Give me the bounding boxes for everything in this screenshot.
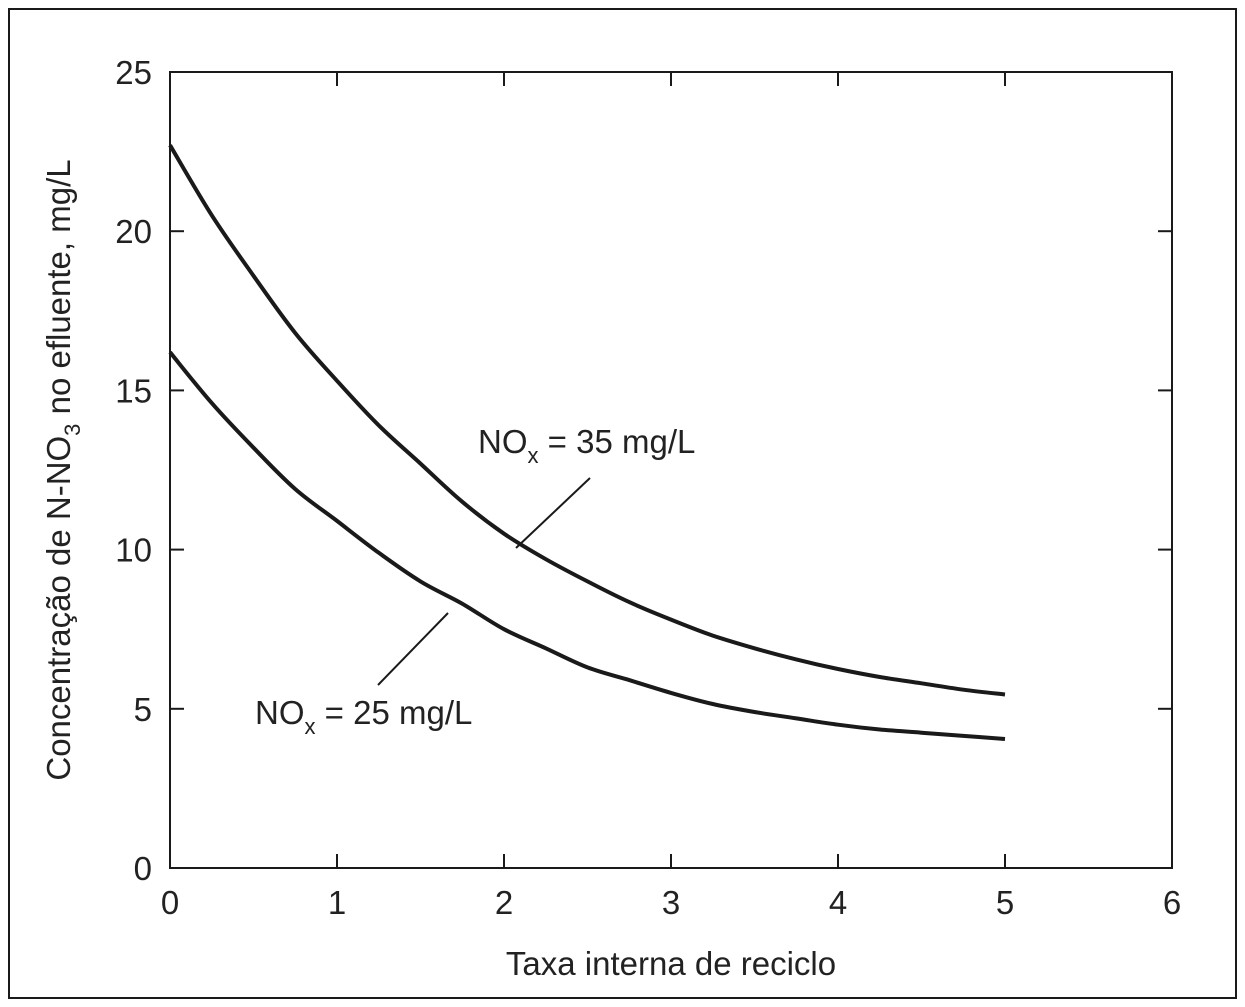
y-tick-label-4: 20 [115, 213, 152, 250]
x-tick-label-4: 4 [829, 884, 847, 921]
x-tick-label-0: 0 [161, 884, 179, 921]
y-tick-label-2: 10 [115, 532, 152, 569]
plot-area-border [169, 71, 1173, 869]
x-tick-label-1: 1 [328, 884, 346, 921]
y-tick-label-5: 25 [115, 54, 152, 91]
axis-ticks [169, 71, 1173, 869]
y-axis-title: Concentração de N-NO3 no efluente, mg/L [40, 159, 85, 780]
annotation-nox-35: NOx = 35 mg/L [478, 423, 695, 468]
x-tick-label-2: 2 [495, 884, 513, 921]
x-tick-label-6: 6 [1163, 884, 1181, 921]
annotation-nox-25: NOx = 25 mg/L [255, 694, 472, 739]
x-tick-label-3: 3 [662, 884, 680, 921]
leader-line-35 [515, 477, 591, 549]
x-tick-labels: 0 1 2 3 4 5 6 [161, 884, 1181, 921]
x-axis-title: Taxa interna de reciclo [506, 945, 836, 982]
leader-line-25 [377, 612, 449, 686]
chart-frame [8, 8, 1237, 999]
y-tick-label-1: 5 [134, 691, 152, 728]
series-line-0 [168, 144, 1006, 697]
y-tick-label-3: 15 [115, 372, 152, 409]
x-tick-label-5: 5 [996, 884, 1014, 921]
y-tick-labels: 0 5 10 15 20 25 [115, 54, 152, 887]
y-tick-label-0: 0 [134, 850, 152, 887]
series-line-1 [168, 350, 1006, 741]
series-curves [168, 144, 1006, 741]
